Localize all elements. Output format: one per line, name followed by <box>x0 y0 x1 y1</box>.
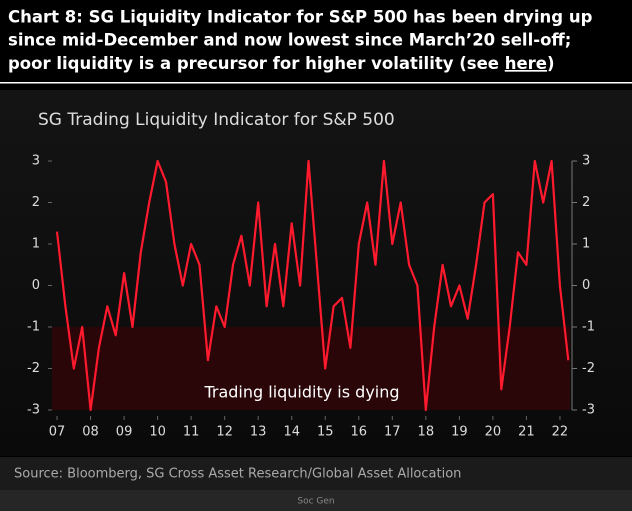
header-line: Chart 8: SG Liquidity Indicator for S&P … <box>8 8 593 27</box>
footer: Soc Gen <box>297 497 334 507</box>
x-tick-label: 08 <box>82 425 99 440</box>
header-line: since mid-December and now lowest since … <box>8 31 571 50</box>
source-strip <box>0 457 632 490</box>
x-tick-label: 14 <box>283 425 300 440</box>
y-tick-label: 0 <box>32 278 40 293</box>
y-tick-label: 2 <box>32 195 40 210</box>
y2-tick-label: -2 <box>582 361 595 376</box>
x-tick-label: 09 <box>116 425 133 440</box>
x-tick-label: 21 <box>518 425 535 440</box>
x-tick-label: 19 <box>451 425 468 440</box>
chart-title: SG Trading Liquidity Indicator for S&P 5… <box>38 110 395 130</box>
header-line: poor liquidity is a precursor for higher… <box>8 54 555 73</box>
y-tick-label: 1 <box>32 237 40 252</box>
y2-tick-label: -3 <box>582 403 595 418</box>
y2-tick-label: 2 <box>582 195 590 210</box>
x-tick-label: 20 <box>485 425 502 440</box>
y-tick-label: -2 <box>27 361 40 376</box>
y2-tick-label: 1 <box>582 237 590 252</box>
x-tick-label: 10 <box>149 425 166 440</box>
y-tick-label: -3 <box>27 403 40 418</box>
x-tick-label: 18 <box>418 425 435 440</box>
y2-tick-label: -1 <box>582 320 595 335</box>
series-line <box>55 159 570 412</box>
header-rule <box>0 82 632 84</box>
x-tick-label: 17 <box>384 425 401 440</box>
footer-strip <box>0 490 632 511</box>
low-zone <box>52 327 570 410</box>
source: Source: Bloomberg, SG Cross Asset Resear… <box>14 467 461 482</box>
x-tick-label: 22 <box>552 425 569 440</box>
x-tick-label: 11 <box>183 425 200 440</box>
x-tick-label: 07 <box>49 425 66 440</box>
x-tick-label: 12 <box>216 425 233 440</box>
y-tick-label: -1 <box>27 320 40 335</box>
x-tick-label: 15 <box>317 425 334 440</box>
x-tick-label: 13 <box>250 425 267 440</box>
annotation: Trading liquidity is dying <box>203 383 399 402</box>
y-tick-label: 3 <box>32 154 40 169</box>
y2-tick-label: 0 <box>582 278 590 293</box>
x-tick-label: 16 <box>351 425 368 440</box>
y2-tick-label: 3 <box>582 154 590 169</box>
